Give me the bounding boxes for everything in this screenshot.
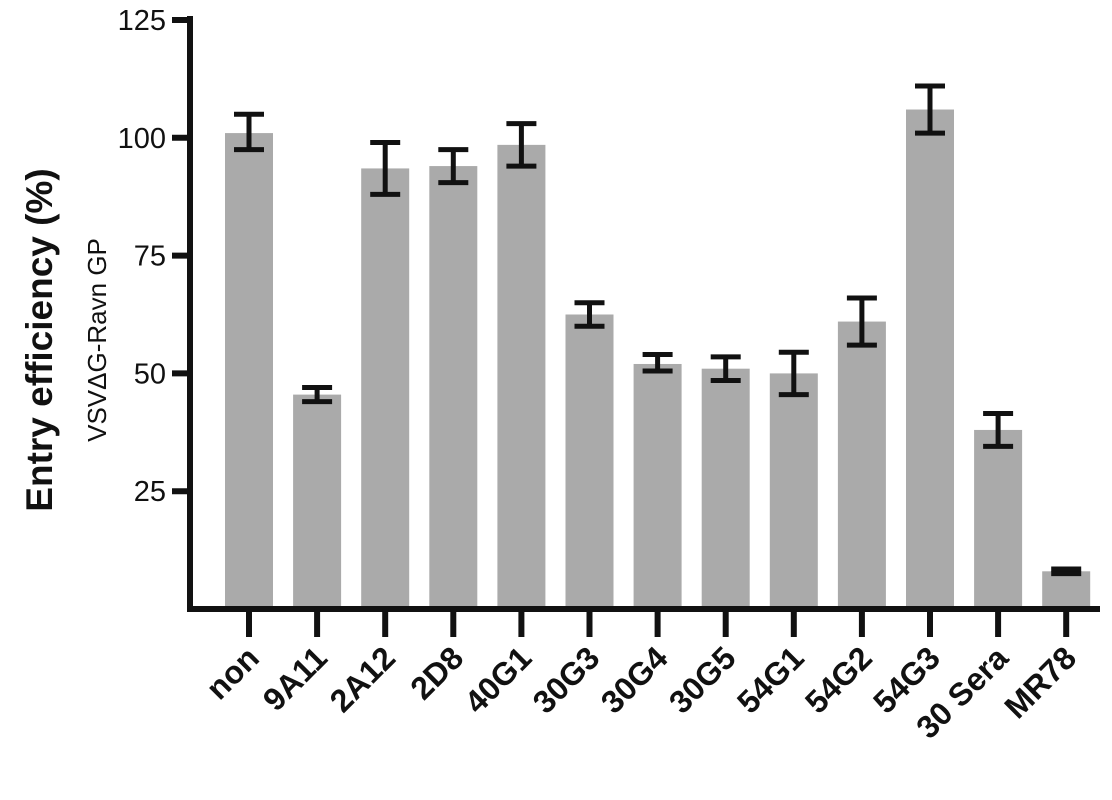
error-bar (438, 147, 469, 186)
x-tick-label: 40G1 (458, 639, 539, 720)
error-bar (302, 385, 333, 405)
error-bar (574, 300, 605, 329)
error-bar (642, 352, 673, 374)
error-bar (915, 83, 945, 136)
error-bar (846, 295, 877, 348)
bar-30-sera (974, 429, 1023, 609)
x-tick-label: 30G4 (594, 639, 675, 720)
error-bar (234, 111, 264, 153)
bar-54g3 (906, 109, 954, 609)
bar-2a12 (361, 168, 410, 610)
x-tick-label: non (199, 639, 266, 706)
y-tick-label: 100 (118, 123, 166, 155)
bar-30g5 (701, 368, 750, 609)
x-tick-label: 9A11 (256, 639, 334, 717)
x-tick-label: MR78 (997, 639, 1083, 725)
y-tick-label: 75 (134, 241, 166, 273)
error-bar (778, 349, 809, 398)
bar-30g3 (565, 314, 614, 609)
error-bar (506, 121, 537, 169)
bar-54g2 (837, 321, 886, 609)
bar-mr78 (1042, 571, 1091, 609)
x-tick-label: 30G5 (662, 639, 743, 720)
y-axis-sublabel: VSVΔG-Ravn GP (82, 238, 112, 442)
bars-layer (225, 109, 1091, 610)
bar-40g1 (497, 144, 546, 610)
x-tick-label: 54G1 (730, 639, 811, 720)
error-bar (710, 354, 741, 383)
x-tick-label: 30G3 (526, 639, 607, 720)
y-axis-subtitle: VSVΔG-Ravn GP (82, 238, 112, 442)
error-bar (1051, 566, 1082, 577)
error-bars-layer (234, 83, 1082, 577)
error-bar (983, 410, 1014, 449)
y-ticks: 25 50 75 100 125 (118, 5, 190, 508)
y-axis-label: Entry efficiency (%) (19, 168, 60, 511)
x-tick-label: 54G2 (798, 639, 879, 720)
y-axis-title: Entry efficiency (%) (19, 168, 60, 511)
axes-layer (187, 16, 1100, 612)
bar-54g1 (769, 373, 818, 609)
y-tick-label: 125 (118, 5, 166, 37)
bar-9a11 (293, 394, 342, 609)
bar-non (225, 133, 273, 609)
error-bar (370, 140, 401, 197)
y-tick-label: 50 (134, 358, 166, 390)
x-tick-label: 2A12 (323, 639, 403, 719)
y-tick-label: 25 (134, 476, 166, 508)
bar-30g4 (633, 363, 682, 609)
bar-2d8 (429, 166, 478, 609)
